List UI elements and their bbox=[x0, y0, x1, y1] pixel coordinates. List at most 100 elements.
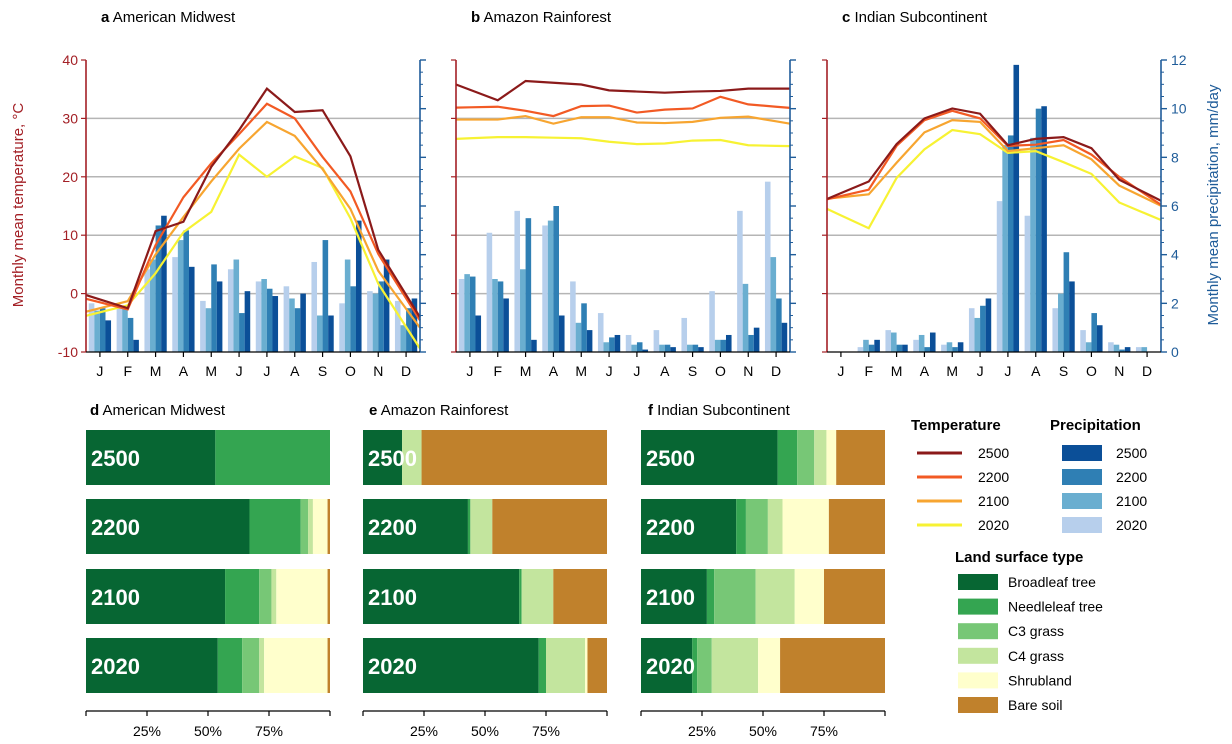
y-right-tick-label: 6 bbox=[1171, 198, 1179, 214]
precip-bar-2500 bbox=[475, 315, 482, 352]
precip-bar-2200 bbox=[322, 240, 329, 352]
temp-line-2100 bbox=[826, 119, 1162, 207]
precip-bar-2200 bbox=[553, 206, 559, 352]
x-tick-label: S bbox=[1059, 363, 1068, 379]
land-segment-c4-grass bbox=[755, 569, 795, 624]
precip-bar-2100 bbox=[344, 259, 351, 352]
precip-bar-2100 bbox=[1113, 344, 1120, 352]
precip-bar-2020 bbox=[542, 225, 548, 352]
land-segment-broadleaf-tree bbox=[86, 499, 250, 554]
precip-bar-2200 bbox=[868, 344, 875, 352]
precip-bar-2500 bbox=[1124, 347, 1131, 352]
land-segment-c4-grass bbox=[259, 638, 265, 693]
precip-bar-2020 bbox=[570, 281, 576, 352]
land-segment-c4-grass bbox=[711, 638, 759, 693]
precip-bar-2100 bbox=[891, 332, 897, 352]
x-tick-label: M bbox=[946, 363, 958, 379]
precip-bar-2100 bbox=[659, 344, 665, 352]
land-segment-bare-soil bbox=[828, 499, 885, 554]
panel-d-title: d American Midwest bbox=[90, 402, 226, 419]
precip-bar-2020 bbox=[1080, 330, 1086, 352]
precip-bar-2200 bbox=[497, 281, 504, 352]
land-x-tick-label: 75% bbox=[810, 723, 838, 739]
precip-bar-2500 bbox=[161, 215, 167, 352]
land-x-tick-label: 25% bbox=[688, 723, 716, 739]
land-x-tick-label: 50% bbox=[471, 723, 499, 739]
x-tick-label: D bbox=[401, 363, 411, 379]
land-row-label: 2200 bbox=[91, 515, 140, 540]
precip-bar-2100 bbox=[714, 339, 721, 352]
land-x-tick-label: 50% bbox=[749, 723, 777, 739]
legend-land-label: Broadleaf tree bbox=[1008, 574, 1096, 590]
land-segment-c3-grass bbox=[714, 569, 756, 624]
precip-bar-2020 bbox=[1135, 347, 1142, 352]
legend-precip-label: 2100 bbox=[1116, 493, 1147, 509]
precip-bar-2020 bbox=[913, 339, 919, 352]
land-segment-broadleaf-tree bbox=[363, 638, 539, 693]
temp-line-2500 bbox=[455, 79, 790, 102]
x-tick-label: N bbox=[743, 363, 753, 379]
precip-bar-2020 bbox=[367, 291, 373, 352]
land-segment-needleleaf-tree bbox=[249, 499, 301, 554]
x-tick-label: A bbox=[549, 363, 559, 379]
land-segment-bare-soil bbox=[824, 569, 885, 624]
land-segment-c4-grass bbox=[470, 499, 493, 554]
land-x-tick-label: 25% bbox=[410, 723, 438, 739]
land-segment-needleleaf-tree bbox=[217, 638, 243, 693]
precip-bar-2500 bbox=[902, 344, 908, 352]
land-row-label: 2100 bbox=[91, 585, 140, 610]
precip-bar-2100 bbox=[261, 279, 267, 352]
precip-bar-2200 bbox=[378, 281, 384, 352]
x-tick-label: A bbox=[1031, 363, 1041, 379]
precip-bar-2500 bbox=[586, 330, 593, 352]
x-tick-label: A bbox=[179, 363, 189, 379]
land-segment-needleleaf-tree bbox=[519, 569, 522, 624]
precip-bar-2200 bbox=[1119, 349, 1125, 352]
y-left-tick-label: 30 bbox=[62, 110, 78, 126]
land-segment-c3-grass bbox=[797, 430, 815, 485]
y-left-tick-label: -10 bbox=[58, 344, 78, 360]
precip-bar-2100 bbox=[372, 293, 379, 352]
temp-line-2200 bbox=[85, 102, 421, 322]
precip-bar-2200 bbox=[211, 264, 217, 352]
precip-bar-2500 bbox=[503, 298, 509, 352]
y-right-tick-label: 0 bbox=[1171, 344, 1179, 360]
x-tick-label: O bbox=[715, 363, 726, 379]
x-tick-label: N bbox=[373, 363, 383, 379]
land-segment-bare-soil bbox=[587, 638, 607, 693]
land-segment-c4-grass bbox=[402, 430, 422, 485]
legend-land-title: Land surface type bbox=[955, 549, 1083, 566]
precip-bar-2200 bbox=[748, 334, 754, 352]
precip-bar-2020 bbox=[514, 210, 521, 352]
precip-bar-2020 bbox=[737, 210, 743, 352]
temp-line-2020 bbox=[455, 135, 791, 148]
precip-bar-2020 bbox=[653, 330, 660, 352]
precip-bar-2020 bbox=[857, 347, 864, 352]
precip-bar-2500 bbox=[753, 327, 760, 352]
temp-line-2200 bbox=[826, 109, 1162, 206]
precip-bar-2020 bbox=[1052, 308, 1059, 352]
land-segment-bare-soil bbox=[327, 638, 330, 693]
precip-bar-2100 bbox=[205, 308, 212, 352]
precip-bar-2500 bbox=[957, 342, 964, 352]
y-right-tick-label: 12 bbox=[1171, 52, 1187, 68]
precip-bar-2100 bbox=[603, 342, 610, 352]
land-segment-c3-grass bbox=[745, 499, 768, 554]
x-tick-label: A bbox=[660, 363, 670, 379]
precip-bar-2200 bbox=[952, 347, 958, 352]
precip-bar-2200 bbox=[776, 298, 782, 352]
precip-bar-2100 bbox=[547, 220, 554, 352]
x-tick-label: D bbox=[771, 363, 781, 379]
land-segment-shrubland bbox=[264, 638, 328, 693]
land-segment-needleleaf-tree bbox=[777, 430, 798, 485]
precip-bar-2100 bbox=[400, 325, 407, 352]
x-tick-label: F bbox=[123, 363, 132, 379]
precip-bar-2020 bbox=[458, 279, 465, 352]
precip-bar-2500 bbox=[670, 347, 676, 352]
precip-bar-2100 bbox=[946, 342, 953, 352]
land-segment-needleleaf-tree bbox=[692, 638, 698, 693]
landcover-panel-f: 2500 2200 2100 2020 25% 50% 75% bbox=[640, 430, 886, 739]
legend-temp-label: 2100 bbox=[978, 493, 1009, 509]
legend-precip-swatch-2100 bbox=[1062, 493, 1102, 509]
legend-land-swatch bbox=[958, 672, 998, 689]
